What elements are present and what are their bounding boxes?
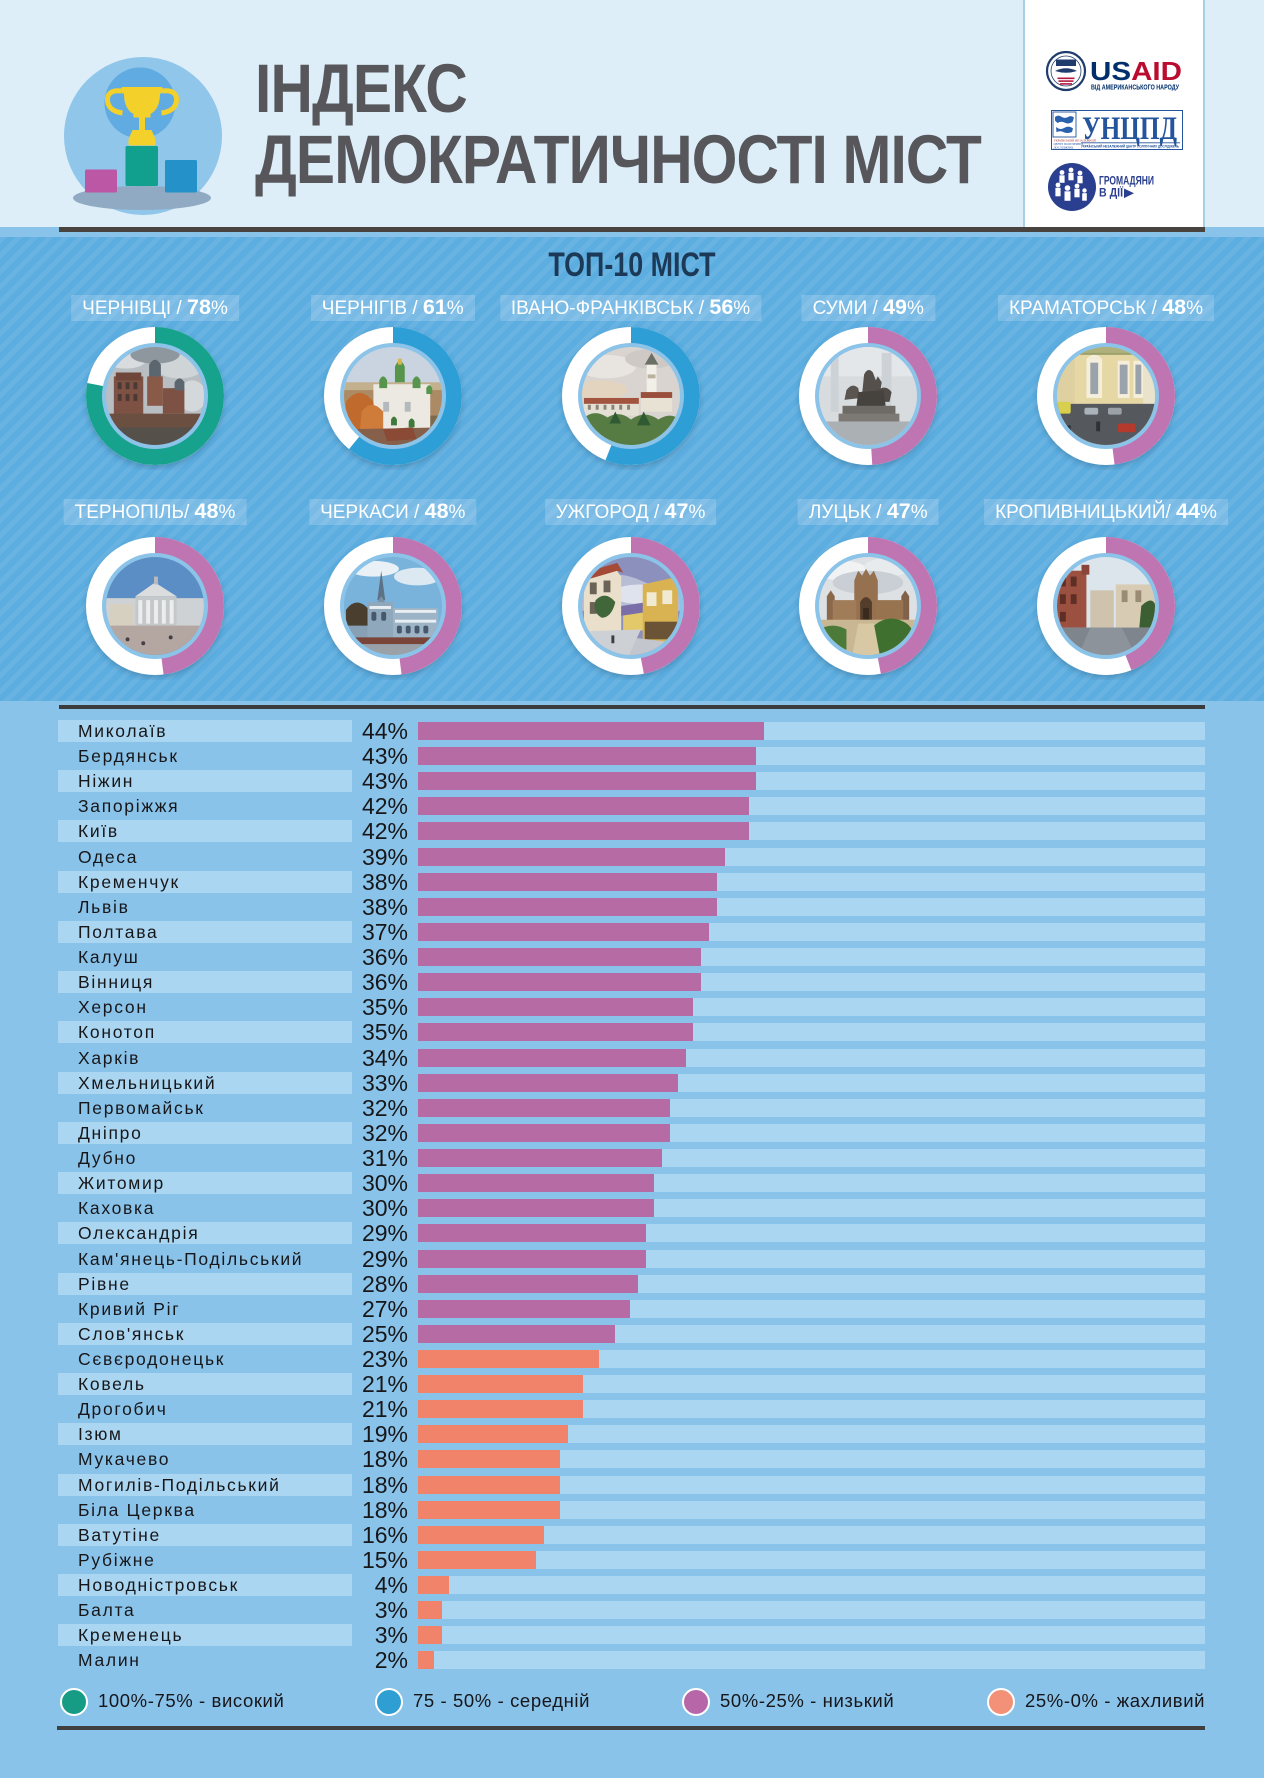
svg-text:УКРАЇНСЬКИЙ НЕЗАЛЕЖНИЙ: УКРАЇНСЬКИЙ НЕЗАЛЕЖНИЙ (1054, 138, 1097, 143)
svg-text:ВІД АМЕРИКАНСЬКОГО НАРОДУ: ВІД АМЕРИКАНСЬКОГО НАРОДУ (1091, 85, 1179, 92)
svg-text:УКРАЇНСЬКИЙ НЕЗАЛЕЖНИЙ ЦЕНТР П: УКРАЇНСЬКИЙ НЕЗАЛЕЖНИЙ ЦЕНТР ПОЛІТИЧНИХ … (1081, 144, 1179, 148)
svg-text:ГРОМАДЯНИ: ГРОМАДЯНИ (1099, 176, 1154, 188)
svg-text:ДОСЛІДЖЕНЬ: ДОСЛІДЖЕНЬ (1054, 145, 1074, 149)
svg-text:УНЦПД: УНЦПД (1082, 111, 1177, 147)
svg-text:В ДІЇ: В ДІЇ (1099, 187, 1124, 200)
svg-text:ЦЕНТР ПОЛІТИЧНИХ: ЦЕНТР ПОЛІТИЧНИХ (1054, 142, 1085, 146)
